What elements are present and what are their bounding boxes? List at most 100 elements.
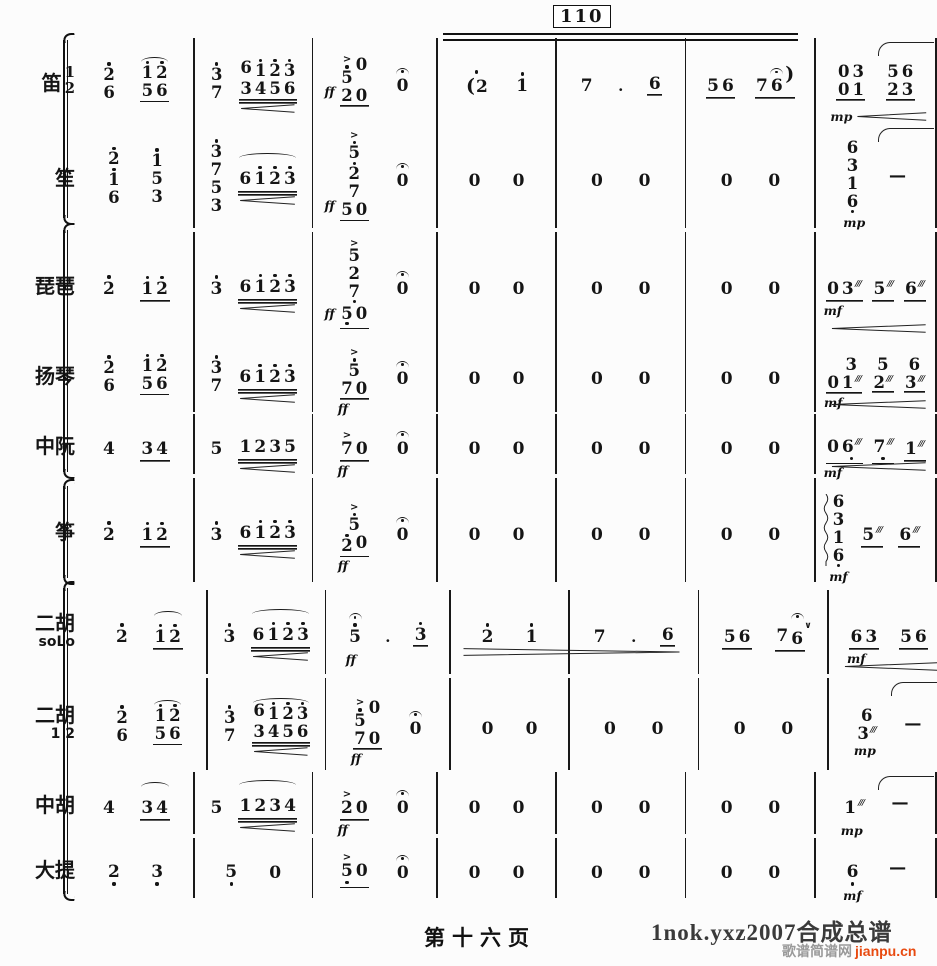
note-digit-row: 0 (395, 526, 410, 544)
note-marks-above (258, 156, 262, 170)
note: 5 (886, 62, 900, 80)
note-digit: 6 (905, 279, 917, 299)
note-digit-row: 1 (153, 628, 168, 646)
arpeggio-icon (823, 494, 829, 566)
note-digit-row: 6 (238, 524, 253, 542)
note-digit-row: 2 (253, 797, 268, 815)
note: 0 (511, 785, 526, 822)
note: 1 (253, 58, 267, 79)
barline (311, 336, 314, 412)
note: 0 (767, 426, 782, 463)
note-digit: 1 (254, 523, 267, 544)
note: 3 (209, 138, 223, 159)
note-digit: 5 (348, 245, 360, 265)
note-digit: 1 (239, 796, 252, 817)
note-digit-row: 0 (395, 77, 410, 95)
note-digit-row: 7 (579, 77, 594, 95)
note-digit-row: 0 (637, 280, 652, 298)
note-digit-row: 0 (395, 864, 410, 882)
note-marks-below (881, 456, 885, 461)
note: 0 (767, 785, 782, 822)
note: 1/// (840, 373, 862, 391)
note: >5 (353, 698, 367, 729)
note: 6 (845, 138, 859, 156)
note: 2/// (871, 373, 894, 394)
note-digit-row: 6 (295, 724, 309, 741)
note-digit-row: 6 (831, 547, 845, 564)
dynamic-marking: ff (324, 306, 335, 322)
note-digit: 6 (791, 628, 804, 649)
note: 4 (101, 426, 116, 463)
note-digit-row: 1 (253, 278, 268, 296)
note-digit: 6 (914, 627, 927, 647)
note-group: 0 1/// (825, 372, 863, 394)
note: 7 (210, 83, 224, 101)
note-digit: 2 (254, 437, 267, 458)
note-group-row: 0 3/// (825, 266, 863, 302)
tremolo-mark: /// (917, 279, 926, 288)
note: 3 (845, 156, 859, 174)
note-digit-row: 5 (340, 862, 355, 880)
note-digit: 6 (239, 523, 252, 544)
note-digit: 3 (223, 626, 236, 647)
instrument-part-number: 2 (64, 79, 75, 97)
note-digit: 2 (116, 707, 128, 727)
note-digit: 0 (720, 438, 733, 459)
note-digit-row: 6 (790, 630, 805, 648)
note: 0 (511, 266, 526, 303)
instrument-name: 扬琴 (35, 365, 75, 388)
note-digit-row: 0 (511, 280, 526, 298)
note-digit: 3 (211, 64, 223, 84)
note: 1 (253, 156, 268, 189)
note-digit-row: 2 (480, 628, 495, 646)
note: 4 (283, 783, 298, 816)
barline (555, 38, 557, 124)
hairpin (252, 652, 309, 661)
note-group: 0 6///mf (824, 423, 863, 480)
tremolo-mark: /// (917, 373, 926, 383)
note-digit: 0 (651, 718, 664, 739)
note: 3 (282, 354, 297, 387)
note: 6 (238, 354, 253, 387)
note-digit: 3 (210, 141, 223, 161)
note-digit-row: 2 (886, 81, 900, 98)
octave-dot-above (227, 623, 232, 627)
note-marks-above (286, 612, 290, 626)
note: 2 (347, 264, 361, 282)
note-digit-row: 3/// (903, 373, 926, 393)
note: 4 (266, 722, 280, 741)
octave-dot-above (352, 140, 356, 144)
note-marks-above (214, 138, 218, 143)
note: 5 (283, 424, 298, 457)
watermark-domain-link[interactable]: jianpu.cn (855, 943, 917, 959)
note-digit: 1 (905, 439, 917, 459)
note: 7 (223, 726, 237, 744)
note-digit-row: 5 (340, 202, 354, 219)
note-marks-above (158, 614, 162, 628)
note-digit-row: 6/// (840, 437, 862, 456)
fermata-icon (348, 613, 362, 620)
barline (555, 336, 557, 412)
note: 2 (155, 353, 169, 374)
note: ∨ 6 (790, 612, 812, 649)
octave-dot-above (529, 623, 534, 627)
note: 0 (590, 785, 605, 822)
note-digit-row: 0 (767, 370, 782, 388)
note-digit-row: 5 (281, 724, 295, 741)
note: 0 (826, 373, 840, 391)
barline (436, 478, 439, 582)
note-digit-row: 0 (836, 81, 850, 98)
note-digit-row: 1 (253, 170, 268, 188)
note: 2 (101, 266, 116, 303)
note-digit: 0 (355, 533, 368, 552)
note-digit-row: 0 (767, 440, 782, 458)
